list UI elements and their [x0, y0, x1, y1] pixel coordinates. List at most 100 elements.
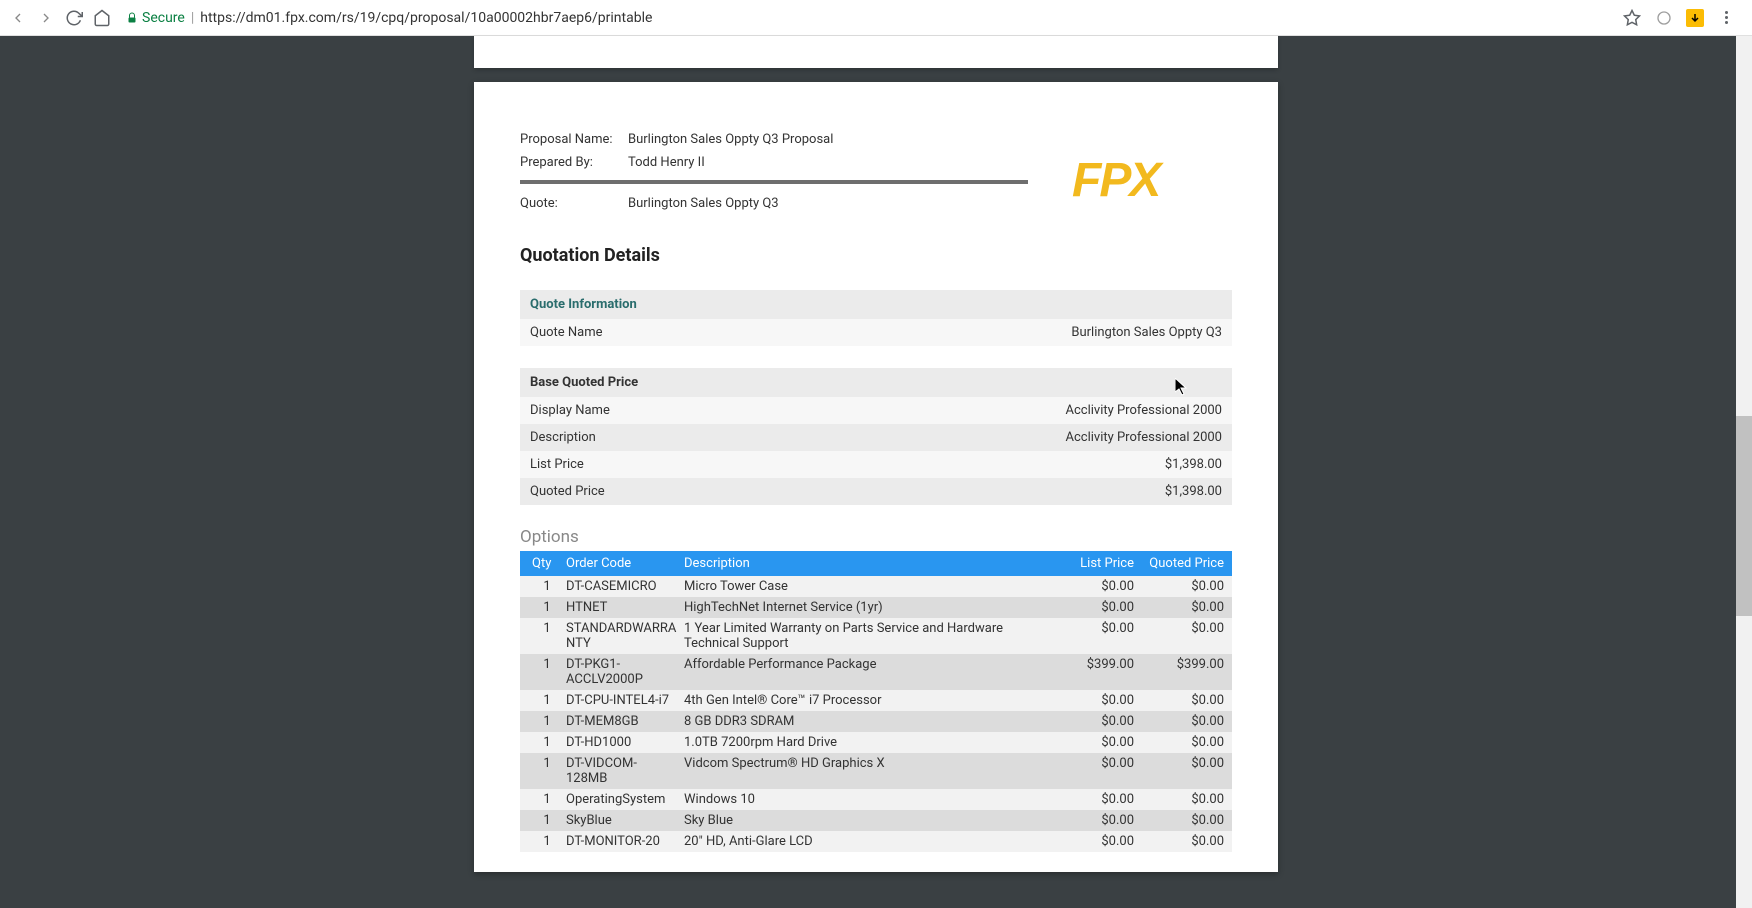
options-cell-desc: Windows 10: [684, 792, 1038, 807]
base-price-row: Quoted Price$1,398.00: [520, 478, 1232, 505]
address-bar[interactable]: Secure | https://dm01.fpx.com/rs/19/cpq/…: [120, 4, 1614, 32]
col-list-header: List Price: [1038, 556, 1134, 571]
options-cell-desc: 4th Gen Intel® Core™ i7 Processor: [684, 693, 1038, 708]
options-row: 1DT-CPU-INTEL4-i74th Gen Intel® Core™ i7…: [520, 690, 1232, 711]
reload-button[interactable]: [64, 8, 84, 28]
options-cell-list: $0.00: [1038, 756, 1134, 771]
options-cell-quoted: $0.00: [1134, 834, 1224, 849]
options-cell-desc: 20" HD, Anti-Glare LCD: [684, 834, 1038, 849]
previous-page-sliver: [474, 36, 1278, 68]
base-price-row-label: List Price: [530, 457, 584, 472]
options-cell-list: $0.00: [1038, 714, 1134, 729]
base-price-row-label: Description: [530, 430, 596, 445]
meta-divider: [520, 180, 1028, 184]
options-cell-qty: 1: [528, 813, 566, 828]
options-table: Qty Order Code Description List Price Qu…: [520, 551, 1232, 852]
options-row: 1DT-HD10001.0TB 7200rpm Hard Drive$0.00$…: [520, 732, 1232, 753]
url-divider: |: [191, 10, 194, 26]
base-price-row-label: Quoted Price: [530, 484, 605, 499]
options-cell-desc: HighTechNet Internet Service (1yr): [684, 600, 1038, 615]
options-cell-list: $0.00: [1038, 693, 1134, 708]
options-cell-qty: 1: [528, 714, 566, 729]
options-cell-qty: 1: [528, 834, 566, 849]
prepared-by-value: Todd Henry II: [628, 155, 705, 170]
base-quoted-price-block: Base Quoted Price Display NameAcclivity …: [520, 368, 1232, 505]
back-button[interactable]: [8, 8, 28, 28]
scrollbar-track[interactable]: [1736, 36, 1752, 908]
options-row: 1STANDARDWARRANTY1 Year Limited Warranty…: [520, 618, 1232, 654]
options-cell-qty: 1: [528, 621, 566, 636]
page-viewport: Proposal Name: Burlington Sales Oppty Q3…: [0, 36, 1752, 908]
options-cell-code: DT-VIDCOM-128MB: [566, 756, 684, 786]
home-button[interactable]: [92, 8, 112, 28]
scrollbar-thumb[interactable]: [1736, 416, 1752, 616]
quote-name-label: Quote Name: [530, 325, 603, 340]
options-row: 1DT-MEM8GB8 GB DDR3 SDRAM$0.00$0.00: [520, 711, 1232, 732]
quote-label: Quote:: [520, 196, 628, 211]
proposal-meta: Proposal Name: Burlington Sales Oppty Q3…: [520, 128, 1072, 215]
options-cell-code: DT-PKG1-ACCLV2000P: [566, 657, 684, 687]
col-quoted-header: Quoted Price: [1134, 556, 1224, 571]
secure-indicator: Secure: [126, 10, 185, 26]
proposal-name-label: Proposal Name:: [520, 132, 628, 147]
extension-circle-icon[interactable]: [1654, 8, 1674, 28]
quote-info-header: Quote Information: [520, 290, 1232, 319]
browser-toolbar: Secure | https://dm01.fpx.com/rs/19/cpq/…: [0, 0, 1752, 36]
options-cell-qty: 1: [528, 657, 566, 672]
options-cell-list: $0.00: [1038, 735, 1134, 750]
forward-button[interactable]: [36, 8, 56, 28]
options-row: 1DT-MONITOR-2020" HD, Anti-Glare LCD$0.0…: [520, 831, 1232, 852]
options-cell-quoted: $0.00: [1134, 693, 1224, 708]
options-cell-desc: Micro Tower Case: [684, 579, 1038, 594]
options-cell-code: HTNET: [566, 600, 684, 615]
options-heading: Options: [520, 527, 1232, 547]
base-price-row: Display NameAcclivity Professional 2000: [520, 397, 1232, 424]
options-cell-desc: Vidcom Spectrum® HD Graphics X: [684, 756, 1038, 771]
options-cell-list: $0.00: [1038, 834, 1134, 849]
options-cell-code: DT-MONITOR-20: [566, 834, 684, 849]
options-cell-desc: 8 GB DDR3 SDRAM: [684, 714, 1038, 729]
options-cell-quoted: $399.00: [1134, 657, 1224, 672]
options-cell-list: $0.00: [1038, 621, 1134, 636]
options-cell-desc: 1 Year Limited Warranty on Parts Service…: [684, 621, 1038, 651]
options-cell-qty: 1: [528, 579, 566, 594]
extension-download-icon[interactable]: [1686, 9, 1704, 27]
options-header-row: Qty Order Code Description List Price Qu…: [520, 551, 1232, 576]
svg-text:FPX: FPX: [1072, 154, 1164, 207]
options-cell-quoted: $0.00: [1134, 600, 1224, 615]
options-cell-code: OperatingSystem: [566, 792, 684, 807]
base-price-row-value: Acclivity Professional 2000: [1065, 403, 1222, 418]
options-row: 1OperatingSystemWindows 10$0.00$0.00: [520, 789, 1232, 810]
options-row: 1DT-CASEMICROMicro Tower Case$0.00$0.00: [520, 576, 1232, 597]
options-cell-list: $0.00: [1038, 792, 1134, 807]
quote-name-value: Burlington Sales Oppty Q3: [1071, 325, 1222, 340]
options-cell-quoted: $0.00: [1134, 735, 1224, 750]
options-cell-quoted: $0.00: [1134, 792, 1224, 807]
options-row: 1HTNETHighTechNet Internet Service (1yr)…: [520, 597, 1232, 618]
lock-icon: [126, 12, 138, 24]
options-cell-qty: 1: [528, 600, 566, 615]
url-text: https://dm01.fpx.com/rs/19/cpq/proposal/…: [200, 10, 652, 26]
browser-menu-button[interactable]: [1716, 8, 1736, 28]
options-cell-quoted: $0.00: [1134, 756, 1224, 771]
options-cell-list: $0.00: [1038, 579, 1134, 594]
options-cell-code: STANDARDWARRANTY: [566, 621, 684, 651]
fpx-logo: FPX: [1072, 152, 1232, 215]
bookmark-star-icon[interactable]: [1622, 8, 1642, 28]
quotation-details-heading: Quotation Details: [520, 245, 1232, 266]
base-price-row-value: $1,398.00: [1165, 457, 1222, 472]
base-price-row-value: Acclivity Professional 2000: [1065, 430, 1222, 445]
options-row: 1SkyBlueSky Blue$0.00$0.00: [520, 810, 1232, 831]
options-cell-qty: 1: [528, 756, 566, 771]
quote-information-block: Quote Information Quote Name Burlington …: [520, 290, 1232, 346]
options-cell-code: DT-CASEMICRO: [566, 579, 684, 594]
options-cell-desc: Affordable Performance Package: [684, 657, 1038, 672]
base-price-header: Base Quoted Price: [520, 368, 1232, 397]
options-cell-qty: 1: [528, 735, 566, 750]
options-cell-qty: 1: [528, 792, 566, 807]
prepared-by-label: Prepared By:: [520, 155, 628, 170]
col-desc-header: Description: [684, 556, 1038, 571]
options-cell-code: SkyBlue: [566, 813, 684, 828]
options-cell-quoted: $0.00: [1134, 579, 1224, 594]
proposal-name-value: Burlington Sales Oppty Q3 Proposal: [628, 132, 833, 147]
